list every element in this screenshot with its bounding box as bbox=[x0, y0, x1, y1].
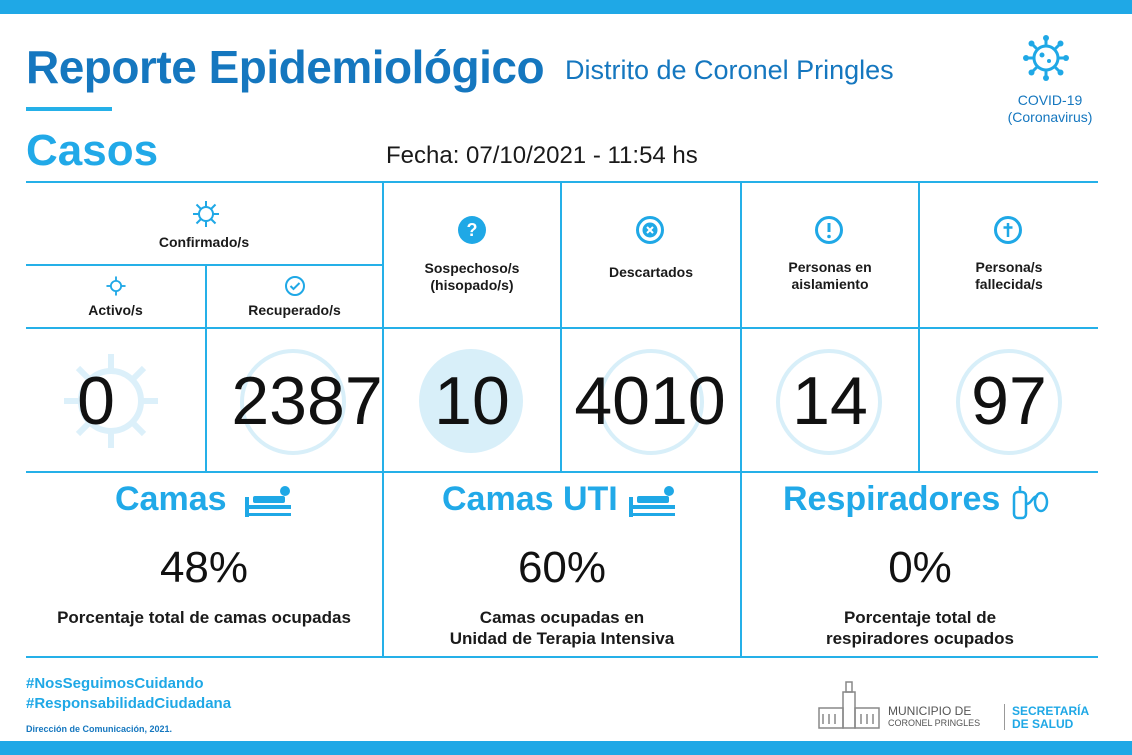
exclamation-circle-icon bbox=[815, 216, 843, 244]
secretaria-line-1: SECRETARÍA bbox=[1012, 704, 1090, 718]
table-divider bbox=[918, 181, 920, 471]
table-divider bbox=[560, 181, 562, 471]
table-divider bbox=[740, 181, 742, 471]
recuperados-label: Recuperado/s bbox=[248, 302, 341, 318]
municipio-line-2: CORONEL PRINGLES bbox=[888, 718, 981, 728]
aislamiento-label-line-2: aislamiento bbox=[791, 276, 869, 292]
camas-title: Camas bbox=[115, 480, 227, 518]
uti-desc-line-1: Camas ocupadas en bbox=[479, 608, 645, 627]
covid-label: COVID-19 (Coronavirus) bbox=[990, 92, 1110, 126]
virus-icon bbox=[106, 276, 126, 296]
fallecidos-label-line-1: Persona/s bbox=[975, 259, 1043, 275]
covid-label-line-1: COVID-19 bbox=[1017, 92, 1083, 108]
activos-label: Activo/s bbox=[88, 302, 143, 318]
check-circle-icon bbox=[285, 276, 305, 296]
table-header-bottom-line bbox=[26, 327, 1098, 329]
uti-desc-line-2: Unidad de Terapia Intensiva bbox=[449, 629, 675, 648]
table-top-line bbox=[26, 181, 1098, 183]
page-subtitle: Distrito de Coronel Pringles bbox=[565, 55, 894, 85]
secretaria-label: SECRETARÍA DE SALUD bbox=[1012, 705, 1089, 731]
sospechosos-label-line-2: (hisopado/s) bbox=[430, 277, 514, 293]
check-watermark-icon bbox=[240, 349, 346, 455]
credit: Dirección de Comunicación, 2021. bbox=[26, 724, 173, 734]
respiradores-desc-line-2: respiradores ocupados bbox=[825, 629, 1014, 648]
virus-watermark-icon bbox=[64, 354, 158, 448]
page-title: Reporte Epidemiológico bbox=[26, 41, 545, 93]
uti-desc: Camas ocupadas en Unidad de Terapia Inte… bbox=[384, 607, 740, 649]
report-date: Fecha: 07/10/2021 - 11:54 hs bbox=[386, 142, 698, 169]
question-circle-icon: ? bbox=[458, 216, 486, 244]
beds-divider bbox=[740, 471, 742, 656]
cross-watermark-icon bbox=[956, 349, 1062, 455]
question-watermark-icon bbox=[419, 349, 523, 453]
recuperados-value: 2387 bbox=[231, 363, 383, 439]
activos-value: 0 bbox=[77, 363, 115, 439]
table-bottom-line bbox=[26, 471, 1098, 473]
top-bar bbox=[0, 0, 1132, 14]
confirmados-split-line bbox=[26, 264, 382, 266]
covid-label-line-2: (Coronavirus) bbox=[1007, 109, 1093, 125]
bed-icon bbox=[245, 486, 291, 517]
municipio-line-1: MUNICIPIO DE bbox=[888, 704, 972, 718]
respiradores-desc-line-1: Porcentaje total de bbox=[843, 608, 997, 627]
hashtag-1: #NosSeguimosCuidando bbox=[26, 675, 204, 692]
fallecidos-label-line-2: fallecida/s bbox=[975, 276, 1043, 292]
sospechosos-value: 10 bbox=[434, 363, 510, 439]
beds-bottom-line bbox=[26, 656, 1098, 658]
descartados-value: 4010 bbox=[574, 363, 726, 439]
sospechosos-label: Sospechoso/s (hisopado/s) bbox=[384, 260, 560, 294]
beds-divider bbox=[382, 471, 384, 656]
uti-pct: 60% bbox=[517, 543, 607, 592]
cross-circle-icon bbox=[994, 216, 1022, 244]
exclamation-watermark-icon bbox=[776, 349, 882, 455]
city-logo-icon bbox=[818, 681, 880, 729]
descartados-label: Descartados bbox=[608, 264, 694, 280]
hashtag-2: #ResponsabilidadCiudadana bbox=[26, 695, 232, 712]
respiradores-desc: Porcentaje total de respiradores ocupado… bbox=[742, 607, 1098, 649]
title-underline bbox=[26, 107, 112, 111]
fallecidos-value: 97 bbox=[971, 363, 1047, 439]
respiradores-title: Respiradores bbox=[783, 480, 1001, 518]
svg-text:?: ? bbox=[467, 220, 478, 240]
table-divider bbox=[205, 264, 207, 471]
footer-divider bbox=[1004, 704, 1005, 730]
table-divider bbox=[382, 181, 384, 471]
confirmados-label: Confirmado/s bbox=[158, 234, 250, 250]
virus-icon bbox=[193, 201, 219, 227]
aislamiento-value: 14 bbox=[792, 363, 868, 439]
x-watermark-icon bbox=[598, 349, 704, 455]
fallecidos-label: Persona/s fallecida/s bbox=[920, 259, 1098, 293]
bottom-bar bbox=[0, 741, 1132, 755]
virus-icon bbox=[1023, 35, 1069, 81]
sospechosos-label-line-1: Sospechoso/s bbox=[424, 260, 520, 276]
respirator-icon bbox=[1012, 486, 1049, 520]
x-circle-icon bbox=[636, 216, 664, 244]
respiradores-pct: 0% bbox=[888, 543, 952, 592]
section-title: Casos bbox=[26, 126, 159, 175]
camas-desc: Porcentaje total de camas ocupadas bbox=[57, 608, 351, 627]
camas-pct: 48% bbox=[159, 543, 249, 592]
uti-title: Camas UTI bbox=[442, 480, 618, 518]
secretaria-line-2: DE SALUD bbox=[1012, 717, 1074, 731]
aislamiento-label-line-1: Personas en bbox=[788, 259, 872, 275]
bed-icon bbox=[629, 486, 675, 517]
aislamiento-label: Personas en aislamiento bbox=[742, 259, 918, 293]
